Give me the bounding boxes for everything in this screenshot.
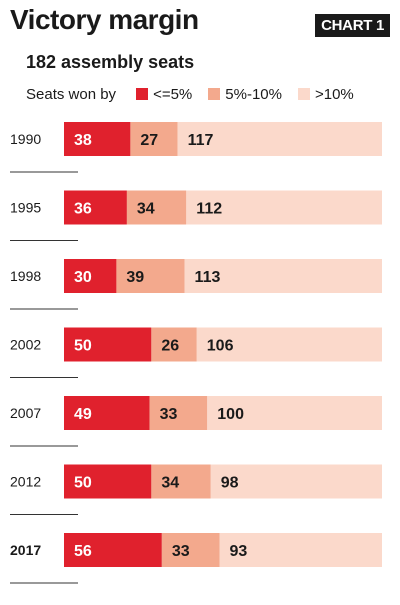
year-label: 1990 (10, 131, 41, 147)
data-label-high: 112 (196, 201, 222, 218)
year-label: 2012 (10, 474, 41, 490)
chart-number-badge: CHART 1 (315, 14, 390, 37)
bar-segment-low (64, 533, 162, 567)
legend-item-low: <=5% (136, 86, 192, 103)
data-label-high: 106 (207, 338, 234, 355)
data-label-mid: 33 (160, 406, 178, 423)
bar-segment-low (64, 396, 150, 430)
data-label-low: 30 (74, 269, 92, 286)
data-label-high: 98 (221, 475, 239, 492)
data-label-high: 117 (188, 132, 214, 149)
year-label: 2007 (10, 405, 41, 421)
legend-label-low: <=5% (153, 85, 193, 103)
bar-segment-high (207, 396, 382, 430)
bar-segment-mid (116, 259, 185, 293)
bar-segment-low (64, 259, 117, 293)
legend-swatch-high (297, 88, 310, 100)
data-label-high: 93 (230, 543, 248, 560)
data-label-low: 49 (74, 406, 92, 423)
bar-segment-high (177, 122, 382, 156)
legend-item-mid: 5%-10% (208, 86, 282, 103)
bar-segment-mid (130, 122, 178, 156)
year-label: 2017 (10, 542, 41, 558)
year-label: 1998 (10, 268, 41, 284)
legend-lead-label: Seats won by (26, 85, 117, 103)
chart-subtitle: 182 assembly seats (26, 52, 195, 72)
data-label-high: 100 (217, 406, 244, 423)
data-label-low: 50 (74, 475, 92, 492)
bar-segment-mid (151, 327, 197, 362)
bar-segment-mid (151, 464, 211, 499)
data-label-mid: 27 (140, 132, 158, 149)
bar-segment-mid (126, 190, 187, 225)
chart-title: Victory margin (10, 4, 199, 35)
legend: Seats won by <=5% 5%-10% >10% (26, 84, 370, 104)
data-label-high: 113 (195, 269, 221, 286)
bar-segment-high (210, 464, 382, 499)
data-label-mid: 26 (161, 338, 179, 355)
legend-swatch-mid (208, 88, 221, 100)
bar-segment-high (186, 190, 382, 225)
bar-segment-low (64, 327, 152, 362)
bar-segment-high (196, 327, 382, 362)
legend-swatch-low (136, 88, 149, 100)
data-label-mid: 34 (161, 475, 179, 492)
bar-segment-low (64, 122, 131, 156)
data-label-low: 36 (74, 201, 92, 218)
legend-item-high: >10% (297, 85, 354, 103)
legend-label-mid: 5%-10% (225, 85, 282, 103)
bar-segment-high (219, 533, 382, 567)
data-label-mid: 39 (126, 269, 144, 286)
bar-segment-mid (161, 533, 220, 567)
year-label: 2002 (10, 337, 41, 353)
data-label-low: 56 (74, 543, 92, 560)
data-label-mid: 33 (172, 543, 190, 560)
bar-segment-low (64, 464, 152, 499)
legend-label-high: >10% (314, 85, 354, 103)
data-label-low: 38 (74, 132, 92, 149)
data-label-mid: 34 (137, 201, 155, 218)
bar-segment-mid (149, 396, 208, 430)
year-label: 1995 (10, 200, 41, 216)
data-label-low: 50 (74, 338, 92, 355)
bar-segment-high (184, 259, 382, 293)
bar-segment-low (64, 190, 127, 225)
